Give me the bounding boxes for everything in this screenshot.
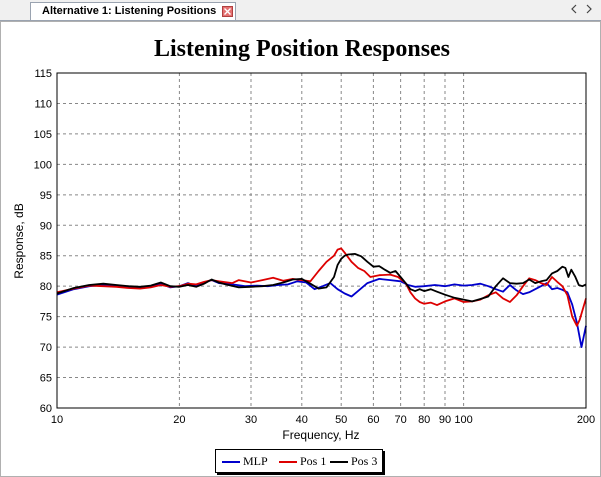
legend-item-pos1: Pos 1 — [279, 454, 326, 469]
x-axis-label: Frequency, Hz — [282, 428, 359, 442]
y-tick-label: 70 — [40, 342, 52, 354]
legend-label-mlp: MLP — [243, 454, 268, 468]
series-line-pos3 — [56, 253, 587, 303]
x-tick-label: 80 — [418, 414, 430, 426]
y-tick-label: 90 — [40, 220, 52, 232]
chart-panel: Listening Position Responses 60 65 70 75 80 8… — [0, 21, 601, 477]
y-tick-label: 85 — [40, 251, 52, 263]
x-tick-label: 10 — [51, 414, 63, 426]
legend-swatch-pos3 — [330, 460, 348, 463]
plot-area — [56, 72, 587, 409]
legend-item-mlp: MLP — [222, 454, 268, 469]
axis-ticks: 60 65 70 75 80 85 90 95 100 105 110 115 10 20 30 40 50 60… — [34, 68, 596, 426]
chart-grid — [57, 73, 586, 408]
response-chart: Listening Position Responses 60 65 70 75 80 8… — [12, 36, 596, 442]
scroll-right-icon[interactable] — [585, 4, 593, 14]
x-tick-label: 60 — [367, 414, 379, 426]
y-tick-label: 115 — [34, 68, 52, 80]
x-tick-label: 20 — [173, 414, 185, 426]
x-tick-label: 40 — [296, 414, 308, 426]
chart-title: Listening Position Responses — [154, 36, 450, 62]
legend-label-pos1: Pos 1 — [300, 454, 327, 468]
y-tick-label: 80 — [40, 281, 52, 293]
x-tick-label: 90 — [439, 414, 451, 426]
scroll-left-icon[interactable] — [570, 4, 578, 14]
series-layer — [56, 247, 587, 348]
x-tick-label: 70 — [394, 414, 406, 426]
y-axis-label: Response, dB — [12, 203, 26, 278]
legend-swatch-pos1 — [279, 460, 297, 463]
y-tick-label: 105 — [34, 129, 52, 141]
legend-item-pos3: Pos 3 — [330, 454, 377, 469]
x-tick-label: 100 — [454, 414, 472, 426]
x-tick-label: 30 — [245, 414, 257, 426]
tab-alternative-1[interactable]: Alternative 1: Listening Positions — [30, 2, 236, 20]
chart-legend: MLP Pos 1 Pos 3 — [215, 449, 383, 473]
y-tick-label: 60 — [40, 403, 52, 415]
tab-label: Alternative 1: Listening Positions — [42, 5, 217, 17]
y-tick-label: 110 — [34, 98, 52, 110]
legend-swatch-mlp — [222, 460, 240, 463]
x-tick-label: 200 — [577, 414, 595, 426]
y-tick-label: 65 — [40, 373, 52, 385]
y-tick-label: 75 — [40, 312, 52, 324]
tab-bar: Alternative 1: Listening Positions — [0, 0, 601, 21]
y-tick-label: 100 — [34, 159, 52, 171]
y-tick-label: 95 — [40, 190, 52, 202]
close-icon[interactable] — [222, 6, 233, 17]
legend-label-pos3: Pos 3 — [351, 454, 378, 468]
series-line-pos1 — [56, 247, 587, 327]
x-tick-label: 50 — [335, 414, 347, 426]
